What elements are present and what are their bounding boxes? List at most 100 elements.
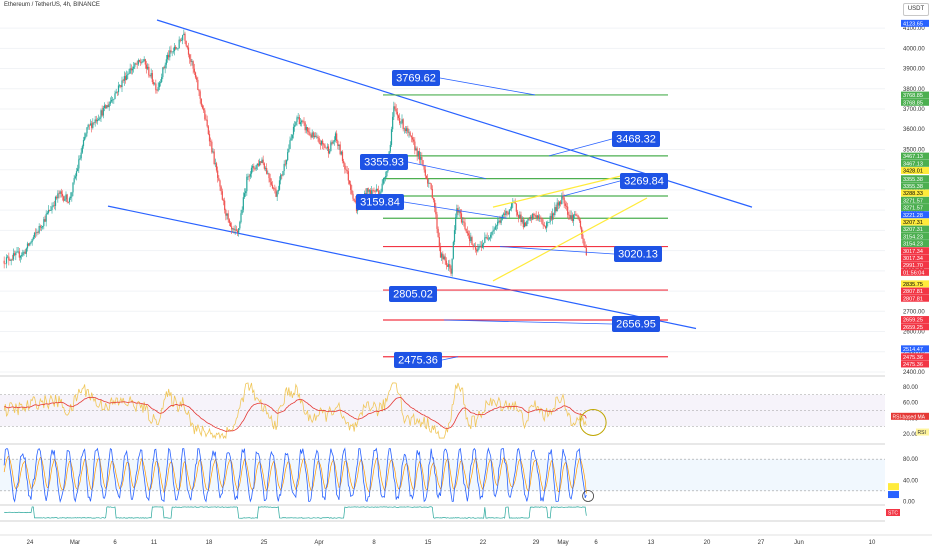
candle-body bbox=[186, 45, 188, 48]
label-pointer bbox=[439, 77, 536, 96]
candle-body bbox=[194, 72, 197, 78]
candle-body bbox=[145, 64, 148, 69]
candle-body bbox=[155, 83, 157, 91]
candle-body bbox=[207, 126, 209, 135]
candle-body bbox=[212, 151, 214, 153]
candle-body bbox=[353, 198, 355, 201]
candle-body bbox=[455, 217, 457, 231]
time-tick-label: 11 bbox=[151, 540, 158, 546]
time-tick-label: 29 bbox=[533, 540, 540, 546]
candle-body bbox=[10, 259, 12, 261]
candle-body bbox=[577, 215, 579, 220]
candle-body bbox=[163, 67, 165, 69]
candle-body bbox=[460, 213, 463, 223]
candle-body bbox=[435, 207, 437, 215]
candle-body bbox=[79, 158, 81, 160]
candle-body bbox=[114, 93, 116, 99]
candle-body bbox=[498, 220, 500, 222]
candle-body bbox=[518, 214, 520, 218]
candle-body bbox=[257, 163, 260, 166]
candle-body bbox=[401, 119, 403, 123]
candle-body bbox=[140, 61, 142, 63]
price-tag bbox=[901, 152, 929, 160]
candle-body bbox=[442, 253, 444, 260]
candle-body bbox=[232, 228, 234, 230]
candle-body bbox=[281, 174, 283, 176]
candle-body bbox=[210, 141, 212, 142]
candle-body bbox=[81, 146, 83, 153]
candle-body bbox=[269, 178, 271, 183]
candle-body bbox=[530, 216, 533, 220]
candle-body bbox=[317, 136, 319, 139]
candle-body bbox=[115, 91, 117, 94]
candle-body bbox=[368, 190, 370, 192]
rsi-ma-line bbox=[4, 396, 587, 432]
candle-body bbox=[78, 159, 80, 169]
candle-body bbox=[486, 237, 488, 240]
candle-body bbox=[557, 202, 559, 206]
candle-body bbox=[326, 146, 328, 149]
candle-body bbox=[4, 263, 6, 265]
candle-body bbox=[521, 219, 523, 223]
candle-body bbox=[451, 258, 453, 274]
time-tick-label: 25 bbox=[261, 540, 268, 546]
candle-body bbox=[93, 122, 95, 124]
candle-body bbox=[240, 213, 242, 223]
candle-body bbox=[309, 132, 311, 136]
candle-body bbox=[177, 48, 179, 49]
candle-body bbox=[208, 134, 211, 142]
candle-body bbox=[187, 47, 190, 55]
candle-body bbox=[65, 194, 67, 200]
currency-button[interactable]: USDT bbox=[903, 3, 929, 16]
candle-body bbox=[404, 128, 407, 132]
candle-body bbox=[555, 207, 557, 212]
candle-body bbox=[206, 119, 208, 127]
candle-body bbox=[88, 124, 90, 126]
candle-body bbox=[101, 110, 103, 116]
candle-body bbox=[268, 173, 270, 179]
candle-body bbox=[242, 197, 244, 210]
candle-body bbox=[283, 163, 285, 172]
candle-body bbox=[490, 234, 492, 238]
candle-body bbox=[19, 256, 22, 258]
candle-body bbox=[14, 253, 16, 256]
candle-body bbox=[415, 148, 417, 151]
candle-body bbox=[262, 159, 264, 164]
candle-body bbox=[183, 33, 185, 36]
candle-body bbox=[516, 211, 519, 215]
candle-body bbox=[565, 205, 568, 207]
price-tag bbox=[901, 316, 929, 324]
price-tag-text: 2835.75 bbox=[903, 282, 923, 288]
candle-body bbox=[484, 237, 486, 243]
rsi-legend-text: RSI-based MA bbox=[893, 414, 926, 420]
candle-body bbox=[249, 173, 251, 177]
candle-body bbox=[199, 91, 201, 99]
candle-body bbox=[170, 50, 172, 52]
candle-body bbox=[547, 222, 549, 223]
candle-body bbox=[159, 81, 162, 83]
level-label-box bbox=[612, 131, 660, 147]
candle-body bbox=[185, 40, 187, 46]
price-tag bbox=[901, 294, 929, 302]
candle-body bbox=[169, 50, 171, 58]
candle-body bbox=[553, 213, 555, 216]
candle-body bbox=[487, 238, 489, 240]
candle-body bbox=[479, 245, 481, 247]
candle-body bbox=[233, 228, 235, 231]
candle-body bbox=[46, 212, 48, 214]
candle-body bbox=[485, 237, 487, 238]
candle-body bbox=[67, 202, 69, 203]
stc-pane bbox=[4, 506, 587, 519]
candle-body bbox=[64, 199, 66, 201]
candle-body bbox=[204, 110, 206, 120]
candle-body bbox=[400, 122, 402, 124]
candle-body bbox=[497, 221, 499, 226]
rsi-tick-label: 60.00 bbox=[903, 401, 919, 407]
stoch-k-tag bbox=[888, 491, 899, 499]
candle-body bbox=[403, 128, 405, 130]
price-tag-text: 3017.34 bbox=[903, 249, 923, 255]
candle-body bbox=[290, 138, 292, 141]
candle-body bbox=[154, 83, 156, 85]
